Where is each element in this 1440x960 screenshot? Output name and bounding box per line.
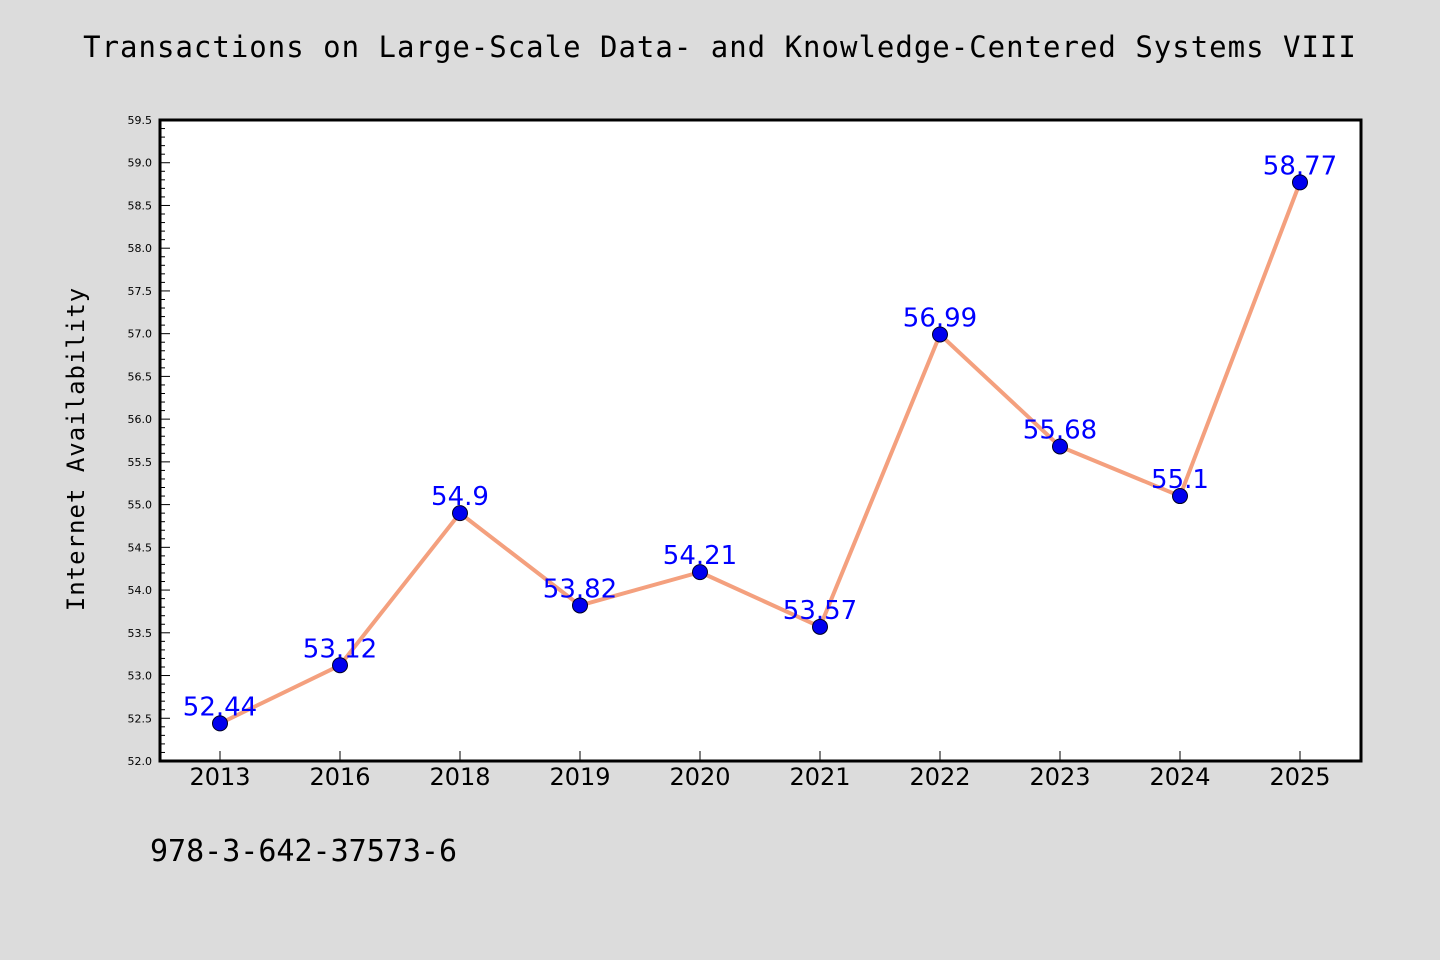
y-tick-label: 56.0 xyxy=(128,413,153,426)
data-label: 53.57 xyxy=(783,596,857,626)
y-tick-label: 57.5 xyxy=(128,285,153,298)
isbn-footnote: 978-3-642-37573-6 xyxy=(150,834,458,869)
data-point xyxy=(1172,488,1188,505)
data-label: 52.44 xyxy=(183,692,257,722)
y-tick-label: 54.5 xyxy=(128,541,153,554)
y-tick-label: 54.0 xyxy=(128,584,153,597)
data-label: 58.77 xyxy=(1263,151,1337,181)
y-tick-label: 55.5 xyxy=(128,456,153,469)
data-point xyxy=(212,715,228,732)
data-label: 56.99 xyxy=(903,304,977,334)
y-tick-label: 52.5 xyxy=(128,712,153,725)
data-point xyxy=(452,505,468,522)
data-point xyxy=(332,657,348,674)
data-point xyxy=(1292,174,1308,191)
data-point xyxy=(572,597,588,614)
y-tick-label: 58.0 xyxy=(128,242,153,255)
y-tick-label: 55.0 xyxy=(128,499,153,512)
y-tick-label: 56.5 xyxy=(128,370,153,383)
chart-title: Transactions on Large-Scale Data- and Kn… xyxy=(83,30,1357,64)
data-label: 54.21 xyxy=(663,541,737,571)
data-label: 55.1 xyxy=(1151,465,1209,495)
x-tick-label: 2024 xyxy=(1149,763,1210,791)
data-point xyxy=(692,564,708,581)
y-tick-label: 59.0 xyxy=(128,157,153,170)
x-tick-label: 2021 xyxy=(789,763,850,791)
y-tick-label: 53.0 xyxy=(128,670,153,683)
x-tick-label: 2023 xyxy=(1029,763,1090,791)
y-tick-label: 53.5 xyxy=(128,627,153,640)
x-tick-label: 2016 xyxy=(309,763,370,791)
y-tick-label: 52.0 xyxy=(128,755,153,768)
x-tick-label: 2018 xyxy=(429,763,490,791)
y-tick-label: 59.5 xyxy=(128,114,153,127)
x-tick-label: 2019 xyxy=(549,763,610,791)
data-point xyxy=(932,326,948,343)
plot-frame xyxy=(158,118,1363,763)
y-tick-label: 58.5 xyxy=(128,199,153,212)
series-line xyxy=(219,181,1302,726)
x-tick-label: 2013 xyxy=(189,763,250,791)
data-label: 55.68 xyxy=(1023,415,1097,445)
y-tick-label: 57.0 xyxy=(128,328,153,341)
x-tick-label: 2022 xyxy=(909,763,970,791)
x-tick-label: 2025 xyxy=(1269,763,1330,791)
data-label: 54.9 xyxy=(431,482,489,512)
data-point xyxy=(812,618,828,635)
data-point xyxy=(1052,438,1068,455)
data-label: 53.82 xyxy=(543,574,617,604)
data-label: 53.12 xyxy=(303,634,377,664)
x-tick-label: 2020 xyxy=(669,763,730,791)
